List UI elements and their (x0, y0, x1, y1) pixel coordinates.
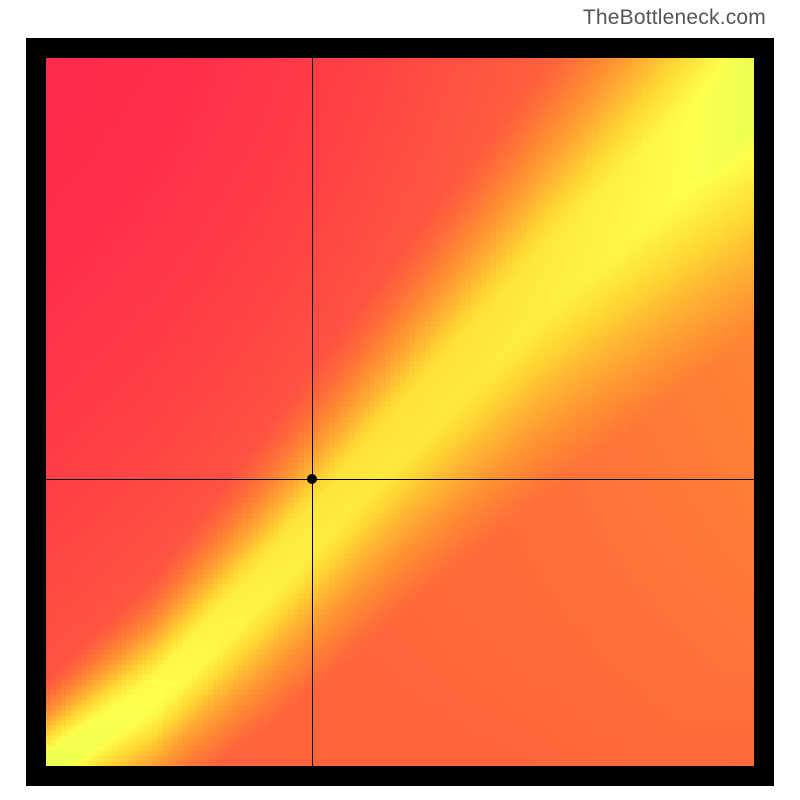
crosshair-vertical (312, 58, 313, 766)
heatmap-canvas (46, 58, 754, 766)
crosshair-marker (307, 474, 317, 484)
chart-border (26, 38, 774, 786)
crosshair-horizontal (46, 479, 754, 480)
watermark-text: TheBottleneck.com (583, 6, 766, 30)
chart-plot-area (46, 58, 754, 766)
